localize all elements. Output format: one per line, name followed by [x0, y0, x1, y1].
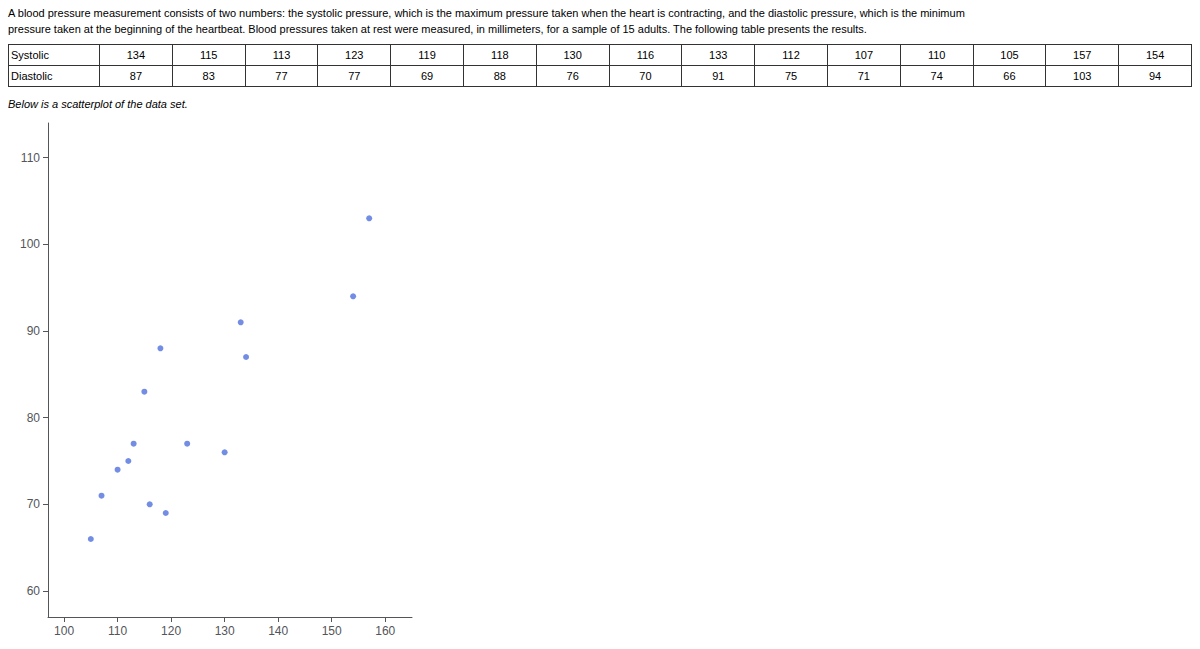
- html-text:Below is a scatterplot of the: Below is a scatterplot of the data set.: [8, 98, 188, 110]
- html-text:Systolic: Systolic: [11, 49, 49, 61]
- svg-text:150: 150: [322, 624, 342, 638]
- html-text:69: 69: [421, 70, 434, 82]
- html-text:pressure taken at the beginnin: pressure taken at the beginning of the h…: [8, 23, 867, 35]
- svg-text:160: 160: [375, 624, 395, 638]
- svg-text:110: 110: [108, 624, 127, 638]
- svg-text:140: 140: [268, 624, 288, 638]
- html-text:66: 66: [1003, 70, 1016, 82]
- html-text:105: 105: [1000, 49, 1019, 61]
- html-text:110: 110: [927, 49, 946, 61]
- html-text:103: 103: [1073, 70, 1092, 82]
- html-text:88: 88: [493, 70, 506, 82]
- html-text:91: 91: [712, 70, 725, 82]
- svg-text:130: 130: [215, 624, 235, 638]
- html-text:118: 118: [491, 49, 509, 61]
- html-text:77: 77: [348, 70, 361, 82]
- html-text:74: 74: [930, 70, 943, 82]
- html-text:A blood pressure measurement c: A blood pressure measurement consists of…: [8, 7, 965, 19]
- html-text:130: 130: [563, 49, 582, 61]
- html-text:87: 87: [129, 70, 142, 82]
- svg-text:120: 120: [161, 624, 181, 638]
- html-text:70: 70: [639, 70, 652, 82]
- svg-text:110: 110: [21, 151, 40, 165]
- svg-text:80: 80: [27, 411, 41, 425]
- html-text:83: 83: [202, 70, 215, 82]
- svg-text:90: 90: [27, 324, 41, 338]
- html-text:76: 76: [566, 70, 579, 82]
- html-text:94: 94: [1149, 70, 1162, 82]
- html-text:107: 107: [854, 49, 873, 61]
- svg-text:100: 100: [20, 237, 40, 251]
- html-text:119: 119: [418, 49, 436, 61]
- html-text:134: 134: [126, 49, 146, 61]
- html-text:115: 115: [199, 49, 218, 61]
- html-text:123: 123: [345, 49, 364, 61]
- svg-text:70: 70: [27, 497, 41, 511]
- svg-text:100: 100: [54, 624, 74, 638]
- html-text:154: 154: [1145, 49, 1165, 61]
- html-text:71: 71: [857, 70, 870, 82]
- html-text:Diastolic: Diastolic: [11, 70, 53, 82]
- html-text:75: 75: [784, 70, 798, 82]
- html-text:157: 157: [1073, 49, 1092, 61]
- html-text:113: 113: [272, 49, 291, 61]
- html-text:133: 133: [709, 49, 728, 61]
- html-text:112: 112: [782, 49, 800, 61]
- svg-text:60: 60: [27, 584, 41, 598]
- html-text:116: 116: [636, 49, 655, 61]
- html-text:77: 77: [275, 70, 288, 82]
